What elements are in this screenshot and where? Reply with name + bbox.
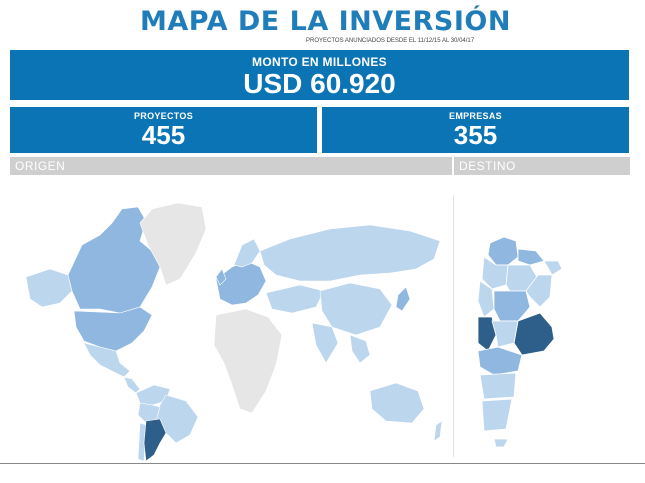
map-alaska[interactable] bbox=[25, 268, 73, 308]
world-map[interactable] bbox=[20, 195, 450, 463]
province-misiones[interactable] bbox=[543, 260, 563, 276]
empresas-panel: EMPRESAS 355 bbox=[322, 107, 629, 153]
map-japan[interactable] bbox=[395, 286, 411, 312]
map-middle-east[interactable] bbox=[265, 284, 325, 314]
proyectos-panel: PROYECTOS 455 bbox=[10, 107, 317, 153]
map-india[interactable] bbox=[311, 322, 339, 364]
map-china[interactable] bbox=[319, 282, 393, 336]
origen-header: ORIGEN bbox=[10, 157, 452, 175]
map-europe[interactable] bbox=[215, 260, 267, 306]
province-cordoba-santa-fe[interactable] bbox=[493, 290, 531, 322]
province-mendoza[interactable] bbox=[477, 316, 497, 352]
monto-value: USD 60.920 bbox=[243, 68, 396, 99]
empresas-value: 355 bbox=[453, 120, 498, 150]
map-scandinavia[interactable] bbox=[233, 238, 261, 268]
province-la-pampa-san-luis[interactable] bbox=[491, 320, 519, 348]
province-buenos-aires[interactable] bbox=[513, 312, 555, 356]
bottom-rule bbox=[0, 463, 645, 464]
argentina-map[interactable] bbox=[470, 235, 570, 453]
map-southeast-asia[interactable] bbox=[349, 334, 371, 364]
map-australia[interactable] bbox=[369, 382, 425, 424]
map-argentina[interactable] bbox=[143, 418, 167, 462]
destino-header: DESTINO bbox=[454, 157, 630, 175]
map-russia[interactable] bbox=[259, 224, 441, 282]
page-subtitle: PROYECTOS ANUNCIADOS DESDE EL 11/12/15 A… bbox=[306, 38, 475, 44]
map-divider bbox=[453, 195, 454, 457]
page-title: MAPA DE LA INVERSIÓN bbox=[140, 6, 511, 37]
province-neuquen-rio-negro[interactable] bbox=[477, 346, 523, 376]
map-central-america[interactable] bbox=[123, 376, 141, 394]
map-greenland bbox=[139, 202, 207, 286]
map-uk[interactable] bbox=[215, 268, 227, 286]
province-formosa[interactable] bbox=[517, 248, 545, 266]
province-tierra-del-fuego[interactable] bbox=[493, 438, 509, 448]
province-la-rioja-san-juan[interactable] bbox=[477, 280, 495, 318]
province-jujuy-salta[interactable] bbox=[487, 236, 519, 266]
map-usa[interactable] bbox=[73, 306, 153, 352]
proyectos-label: PROYECTOS bbox=[133, 111, 194, 121]
province-chubut[interactable] bbox=[479, 372, 517, 400]
monto-label: MONTO EN MILLONES bbox=[252, 55, 387, 69]
monto-panel: MONTO EN MILLONES USD 60.920 bbox=[10, 50, 629, 100]
map-africa bbox=[213, 308, 283, 414]
province-santa-cruz[interactable] bbox=[481, 398, 513, 432]
map-chile[interactable] bbox=[137, 422, 147, 462]
map-new-zealand[interactable] bbox=[433, 420, 443, 442]
empresas-label: EMPRESAS bbox=[449, 111, 502, 121]
proyectos-value: 455 bbox=[141, 120, 186, 150]
